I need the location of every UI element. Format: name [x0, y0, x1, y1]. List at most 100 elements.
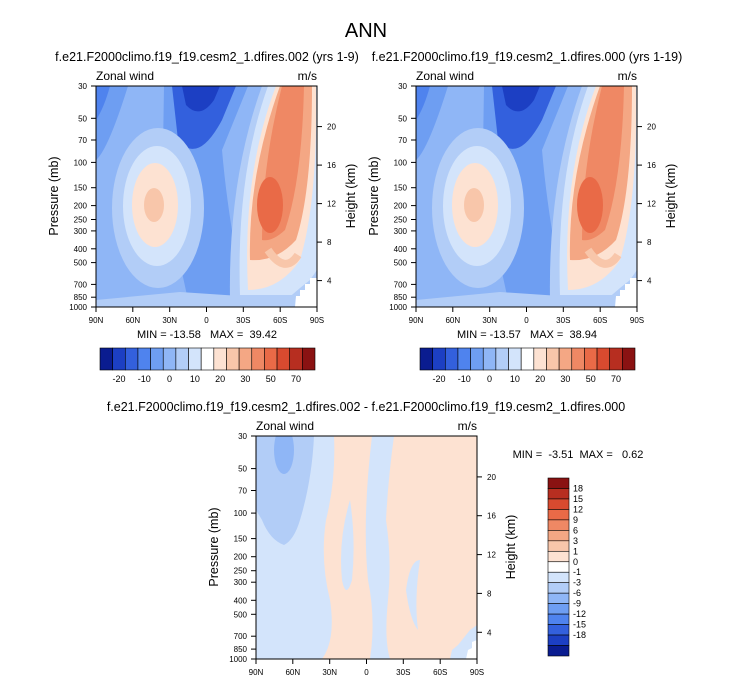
colorbar-diff-cell — [547, 603, 570, 615]
colorbar-diff-tick-label: 6 — [573, 525, 578, 535]
panel-3-height-tick-label: 20 — [487, 473, 496, 482]
panel-2-pressure-tick-label: 30 — [398, 82, 407, 91]
panel-2-x-axis: 90N 60N 30N 0 30S 60S 90S — [409, 307, 644, 325]
panel-1-pressure-tick-label: 300 — [74, 227, 88, 236]
colorbar-diff-cell — [547, 582, 570, 594]
panel-2-variable-label: Zonal wind — [416, 69, 474, 83]
panel-3-ylabel: Pressure (mb) — [207, 507, 221, 586]
panel-1: f.e21.F2000climo.f19_f19.cesm2_1.dfires.… — [47, 50, 359, 341]
colorbar-left-tick-label: 10 — [190, 374, 200, 384]
colorbar-left-cell — [200, 347, 215, 371]
colorbar-right-cell — [457, 347, 471, 371]
colorbar-diff-cell — [547, 530, 570, 542]
colorbar-left: -20 -10 0 10 20 30 50 70 — [99, 347, 316, 384]
panel-3-height-tick-label: 8 — [487, 589, 492, 598]
colorbar-right-tick-label: 70 — [611, 374, 621, 384]
panel-2-pressure-tick-label: 150 — [394, 184, 408, 193]
colorbar-left-cell — [112, 347, 126, 371]
colorbar-right-cell — [520, 347, 535, 371]
panel-2-pressure-tick-label: 200 — [394, 202, 408, 211]
panel-3-contour-negative-left-core — [256, 436, 314, 545]
colorbar-right-cell — [584, 347, 598, 371]
colorbar-left-cell — [289, 347, 303, 371]
colorbar-diff-tick-label: 9 — [573, 515, 578, 525]
panel-2-height-tick-label: 12 — [647, 200, 656, 209]
colorbar-diff-tick-label: -15 — [573, 620, 586, 630]
colorbar-diff-cell — [547, 550, 570, 563]
panel-2-units-label: m/s — [618, 69, 637, 83]
panel-2-ylabel: Pressure (mb) — [367, 156, 381, 235]
colorbar-right-cell — [622, 347, 636, 371]
panel-2: f.e21.F2000climo.f19_f19.cesm2_1.dfires.… — [367, 50, 682, 341]
colorbar-diff-tick-label: 0 — [573, 557, 578, 567]
panel-1-pressure-tick-label: 850 — [74, 293, 88, 302]
panel-1-contour-north-easterlies — [96, 86, 128, 160]
panel-1-pressure-tick-label: 70 — [78, 136, 87, 145]
panel-3-pressure-tick-label: 700 — [234, 632, 248, 641]
panel-1-pressure-tick-label: 150 — [74, 184, 88, 193]
panel-2-pressure-tick-label: 500 — [394, 259, 408, 268]
panel-1-height-tick-label: 20 — [327, 123, 336, 132]
panel-3-x-tick-label: 90N — [249, 668, 264, 677]
panel-2-pressure-tick-label: 70 — [398, 136, 407, 145]
panel-3-units-label: m/s — [458, 419, 477, 433]
panel-2-height-tick-label: 4 — [647, 277, 652, 286]
panel-3-height-tick-label: 12 — [487, 551, 496, 560]
colorbar-diff-tick-label: -9 — [573, 599, 581, 609]
colorbar-right-cell — [533, 347, 547, 371]
panel-2-height-axis: 20 16 12 8 4 — [637, 123, 656, 286]
panel-3-contour-negative-center — [365, 436, 394, 659]
colorbar-right-tick-label: -20 — [432, 374, 445, 384]
panel-1-contour-north-jet-core — [144, 188, 164, 222]
panel-1-height-axis: 20 16 12 8 4 — [317, 123, 336, 286]
panel-2-x-tick-label: 60S — [593, 316, 607, 325]
panel-1-variable-label: Zonal wind — [96, 69, 154, 83]
colorbar-diff-tick-label: -12 — [573, 609, 586, 619]
panel-1-contour-south-jet-core — [257, 177, 283, 233]
panel-1-x-tick-label: 60S — [273, 316, 287, 325]
colorbar-left-tick-label: 30 — [240, 374, 250, 384]
colorbar-right-cell — [444, 347, 459, 371]
figure-title: ANN — [345, 20, 387, 42]
panel-2-height-tick-label: 8 — [647, 238, 652, 247]
panel-2-contour-south-jet-core — [577, 177, 603, 233]
colorbar-right-cell — [596, 347, 611, 371]
colorbar-diff-tick-label: 1 — [573, 546, 578, 556]
colorbar-diff-cell — [547, 624, 570, 636]
colorbar-diff-tick-label: -18 — [573, 630, 586, 640]
panel-1-contour-south-jet-tail — [264, 247, 302, 268]
colorbar-right-cell — [419, 347, 433, 371]
colorbar-right-tick-label: 50 — [586, 374, 596, 384]
colorbar-left-cell — [213, 347, 227, 371]
panel-2-x-tick-label: 30N — [482, 316, 497, 325]
panel-3-x-tick-label: 60N — [285, 668, 300, 677]
colorbar-right-cell — [470, 347, 484, 371]
panel-2-pressure-axis: 30 50 70 100 150 200 250 300 400 500 700… — [389, 82, 416, 312]
panel-3-height-axis: 20 16 12 8 4 — [477, 473, 496, 637]
colorbar-diff-tick-label: 12 — [573, 504, 583, 514]
panel-3-pressure-tick-label: 1000 — [229, 655, 247, 664]
panel-3-ylabel-right: Height (km) — [504, 515, 518, 580]
colorbar-right-cell — [571, 347, 585, 371]
panel-3-variable-label: Zonal wind — [256, 419, 314, 433]
panel-1-height-tick-label: 8 — [327, 238, 332, 247]
panel-1-contour-north-easterlies-core — [96, 86, 110, 120]
colorbar-diff-cell — [547, 561, 570, 573]
colorbar-left-tick-label: -20 — [112, 374, 125, 384]
panel-1-pressure-tick-label: 700 — [74, 280, 88, 289]
panel-3-pressure-tick-label: 70 — [238, 487, 247, 496]
colorbar-right-cell — [546, 347, 560, 371]
panel-3-pressure-tick-label: 250 — [234, 567, 248, 576]
panel-3-pressure-tick-label: 50 — [238, 465, 247, 474]
panel-3-contour-negative-center-blob — [341, 500, 354, 590]
panel-2-x-tick-label: 90N — [409, 316, 424, 325]
panel-2-contour-surface-layer — [416, 270, 637, 307]
colorbar-left-cell — [137, 347, 151, 371]
panel-3-x-tick-label: 30S — [396, 668, 410, 677]
panel-1-pressure-tick-label: 250 — [74, 216, 88, 225]
panel-1-x-tick-label: 60N — [125, 316, 140, 325]
panel-3-x-tick-label: 90S — [470, 668, 484, 677]
colorbar-left-cell — [124, 347, 139, 371]
panel-1-x-tick-label: 0 — [204, 316, 209, 325]
